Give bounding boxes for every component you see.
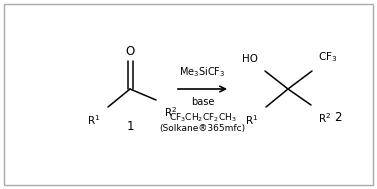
Text: 2: 2	[334, 111, 342, 124]
Text: 1: 1	[126, 121, 134, 133]
Text: (Solkane®365mfc): (Solkane®365mfc)	[159, 124, 245, 133]
Text: R$^1$: R$^1$	[245, 113, 258, 127]
Text: CF$_3$CH$_2$CF$_2$CH$_3$: CF$_3$CH$_2$CF$_2$CH$_3$	[169, 111, 236, 123]
Text: R$^2$: R$^2$	[318, 111, 331, 125]
Text: HO: HO	[242, 54, 258, 64]
Text: Me$_3$SiCF$_3$: Me$_3$SiCF$_3$	[179, 65, 226, 79]
Text: R$^2$: R$^2$	[164, 105, 177, 119]
Text: O: O	[126, 45, 135, 58]
Text: CF$_3$: CF$_3$	[318, 50, 337, 64]
Text: R$^1$: R$^1$	[87, 113, 100, 127]
Text: base: base	[191, 97, 214, 107]
